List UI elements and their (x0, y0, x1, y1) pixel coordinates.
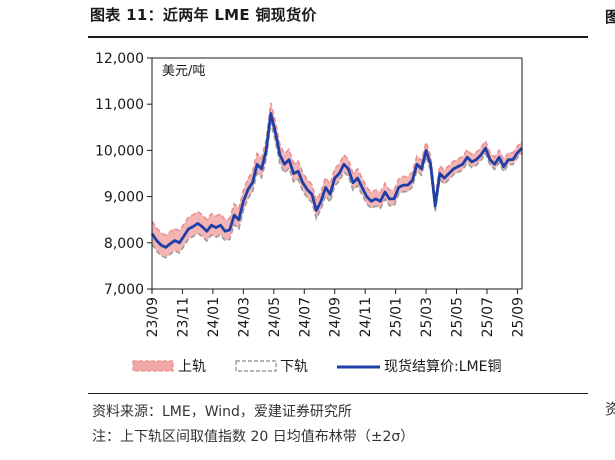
x-tick-label: 23/11 (176, 297, 192, 337)
y-tick-label: 8,000 (104, 236, 144, 252)
y-tick-label: 7,000 (104, 282, 144, 298)
x-tick-label: 25/03 (419, 297, 435, 337)
x-tick-label: 25/09 (510, 297, 526, 337)
bollinger-band (151, 102, 523, 259)
unit-label: 美元/吨 (162, 64, 205, 79)
x-tick-label: 24/03 (236, 297, 252, 337)
legend-upper-swatch (132, 360, 174, 372)
y-tick-label: 11,000 (95, 97, 144, 113)
x-tick-label: 24/09 (328, 297, 344, 337)
adjacent-figure-title-fragment: 图 (605, 8, 615, 26)
x-tick-label: 25/07 (480, 297, 496, 337)
lower-rail-line (151, 122, 523, 259)
legend-lower-swatch (235, 360, 277, 372)
x-tick-label: 25/05 (450, 297, 466, 337)
y-tick-label: 10,000 (95, 143, 144, 159)
adjacent-source-fragment: 资 (605, 400, 615, 418)
legend: 上轨 下轨 现货结算价:LME铜 (132, 358, 501, 375)
legend-price-label: 现货结算价:LME铜 (384, 358, 501, 375)
x-tick-label: 24/01 (206, 297, 222, 337)
y-tick-label: 9,000 (104, 190, 144, 206)
y-tick-label: 12,000 (95, 51, 144, 67)
source-note: 资料来源：LME，Wind，爱建证券研究所 (92, 404, 352, 420)
x-tick-label: 23/09 (145, 297, 161, 337)
band-note: 注：上下轨区间取值指数 20 日均值布林带（±2σ） (92, 429, 415, 445)
legend-upper-label: 上轨 (178, 359, 206, 375)
axes: 7,000 8,000 9,000 10,000 11,000 12,000 23/09 23… (95, 51, 526, 337)
figure-title: 图表 11：近两年 LME 铜现货价 (90, 6, 317, 24)
x-tick-label: 24/07 (297, 297, 313, 337)
upper-rail-line (151, 102, 523, 237)
price-line (150, 112, 523, 249)
band-fill (152, 102, 522, 258)
x-tick-label: 25/01 (389, 297, 405, 337)
title-divider (88, 36, 588, 38)
legend-lower-label: 下轨 (280, 359, 308, 375)
price-line-layer (150, 112, 523, 249)
source-divider (88, 393, 588, 394)
x-tick-label: 24/11 (358, 297, 374, 337)
x-tick-label: 24/05 (267, 297, 283, 337)
